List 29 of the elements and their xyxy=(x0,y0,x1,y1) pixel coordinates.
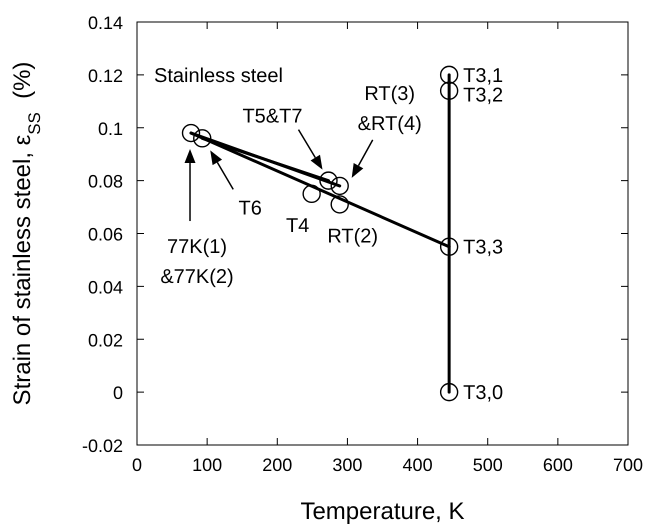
y-tick-label: 0.12 xyxy=(88,66,123,86)
y-tick-label: -0.02 xyxy=(82,436,123,456)
x-tick-label: 0 xyxy=(132,455,142,475)
y-tick-label: 0 xyxy=(112,383,123,404)
y-tick-label: 0.14 xyxy=(88,13,123,33)
x-tick-label: 200 xyxy=(262,455,292,475)
x-tick-label: 100 xyxy=(192,455,222,475)
annotation: T4 xyxy=(286,214,310,237)
annotation: T3,0 xyxy=(463,382,504,404)
annotation: T6 xyxy=(238,197,262,220)
y-tick-label: 0.08 xyxy=(88,172,123,192)
annotation: Stainless steel xyxy=(154,65,283,87)
y-tick-label: 0.02 xyxy=(88,330,123,350)
annotation: RT(3) &RT(4) xyxy=(358,82,422,135)
y-tick-label: 0.04 xyxy=(88,277,123,298)
annotation: RT(2) xyxy=(327,225,378,248)
x-tick-label: 700 xyxy=(612,455,644,475)
x-tick-label: 500 xyxy=(472,455,503,475)
x-tick-label: 300 xyxy=(332,455,362,475)
annotation: T3,2 xyxy=(463,84,504,107)
x-tick-label: 400 xyxy=(402,455,433,475)
annotation: T3,1 xyxy=(463,64,504,87)
y-tick-label: 0.06 xyxy=(88,224,123,244)
annotation: 77K(1) &77K(2) xyxy=(160,236,234,288)
annotation: T3,3 xyxy=(463,236,504,259)
annotation: T5&T7 xyxy=(242,106,303,128)
x-tick-label: 600 xyxy=(542,455,573,475)
y-tick-label: 0.1 xyxy=(98,118,123,139)
x-axis-title: Temperature, K xyxy=(300,498,465,525)
